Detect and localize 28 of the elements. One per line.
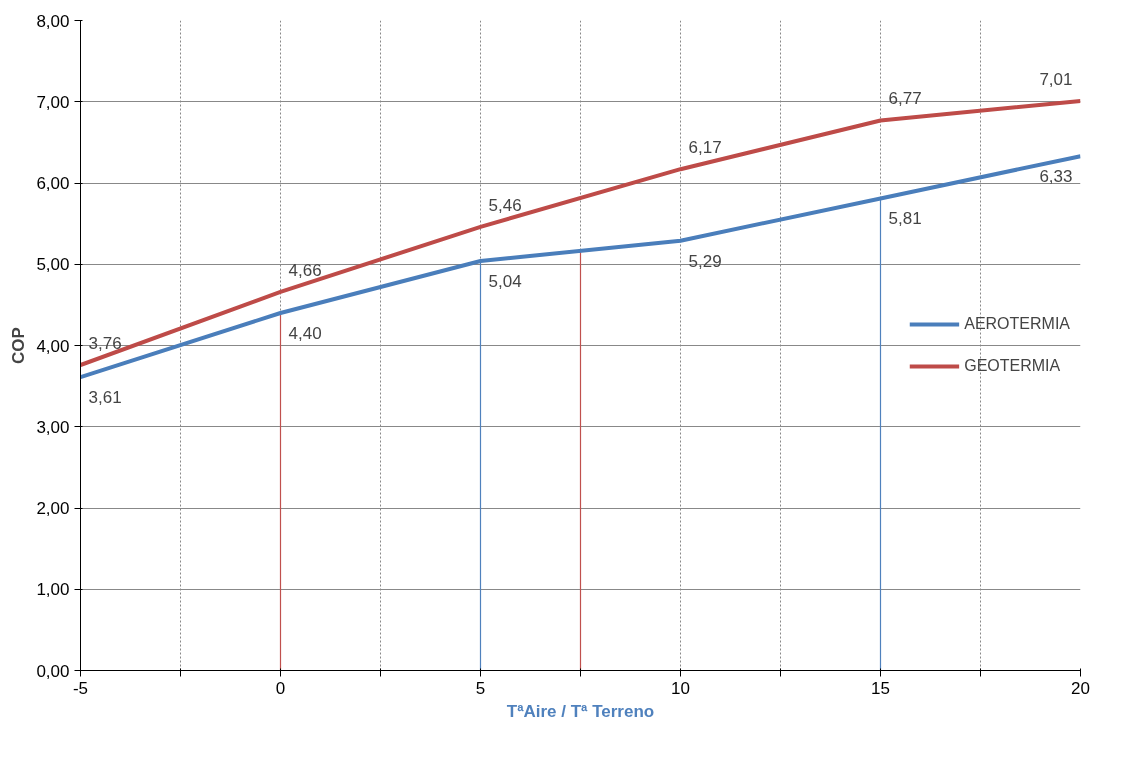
y-tick-label: 6,00: [36, 174, 70, 193]
y-axis-title: COP: [9, 327, 29, 364]
y-tick-label: 1,00: [36, 580, 70, 600]
y-tick-label: 7,00: [36, 92, 70, 112]
data-label: 4,66: [288, 260, 322, 280]
data-label: 3,61: [88, 388, 122, 408]
y-tick-label: 5,00: [36, 255, 70, 275]
x-tick-label: 10: [671, 678, 690, 698]
data-label: 5,81: [888, 209, 922, 229]
data-label: 5,04: [488, 272, 522, 291]
x-tick-label: -5: [72, 678, 89, 698]
data-label: 4,40: [288, 324, 322, 343]
x-tick-label: 0: [275, 678, 286, 698]
legend-label: AEROTERMIA: [964, 315, 1070, 333]
y-tick-label: 4,00: [36, 336, 70, 356]
data-label: 7,01: [1039, 69, 1073, 89]
data-label: 5,46: [488, 195, 522, 215]
x-tick-label: 20: [1071, 678, 1090, 698]
data-label: 6,33: [1039, 167, 1073, 187]
x-tick-label: 5: [475, 678, 486, 698]
y-tick-label: 2,00: [36, 499, 70, 518]
x-axis-title: TªAire / Tª Terreno: [506, 701, 655, 721]
y-tick-label: 0,00: [36, 661, 70, 681]
y-tick-label: 8,00: [36, 11, 70, 31]
x-tick-label: 15: [871, 678, 890, 698]
y-tick-label: 3,00: [36, 417, 70, 437]
legend-label: GEOTERMIA: [964, 357, 1061, 375]
data-label: 6,17: [688, 138, 722, 158]
